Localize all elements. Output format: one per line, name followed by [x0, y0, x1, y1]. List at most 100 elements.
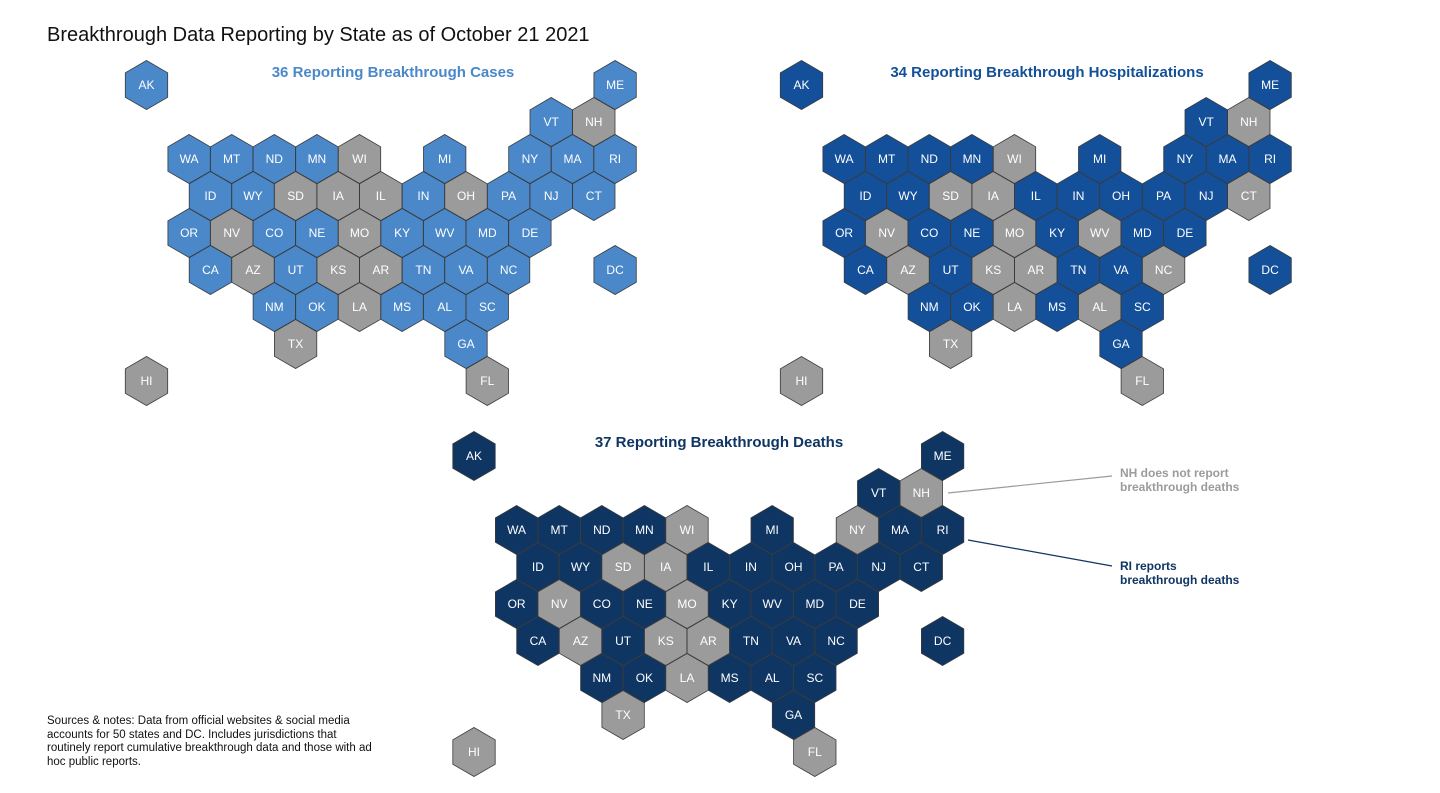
hospitalizations-hex-shape-ct	[1227, 171, 1271, 221]
deaths-hex-label-ga: GA	[785, 708, 802, 722]
hospitalizations-hex-label-wa: WA	[835, 152, 854, 166]
deaths-hex-label-ut: UT	[615, 634, 632, 648]
deaths-hex-ks: KS	[644, 616, 688, 666]
cases-hex-label-ri: RI	[609, 152, 621, 166]
deaths-hex-label-oh: OH	[785, 560, 803, 574]
cases-hex-label-va: VA	[458, 263, 473, 277]
hospitalizations-hex-label-ma: MA	[1219, 152, 1237, 166]
deaths-hex-label-id: ID	[532, 560, 544, 574]
deaths-hex-map: 37 Reporting Breakthrough Deaths AK ME VT N…	[452, 431, 965, 777]
cases-map-title: 36 Reporting Breakthrough Cases	[272, 64, 515, 81]
deaths-hex-label-me: ME	[934, 449, 952, 463]
cases-hex-label-il: IL	[376, 189, 386, 203]
deaths-hex-pa: PA	[814, 542, 858, 592]
deaths-hex-label-ar: AR	[700, 634, 717, 648]
deaths-hex-label-nj: NJ	[871, 560, 886, 574]
hospitalizations-hex-label-hi: HI	[796, 374, 808, 388]
deaths-hex-label-nv: NV	[551, 597, 568, 611]
hospitalizations-hex-label-wi: WI	[1007, 152, 1022, 166]
cases-hex-map: 36 Reporting Breakthrough Cases AK ME VT NH…	[124, 60, 637, 406]
cases-hex-va: VA	[444, 245, 488, 295]
hospitalizations-hex-label-nd: ND	[921, 152, 939, 166]
hospitalizations-hex-label-tx: TX	[943, 337, 958, 351]
hospitalizations-hex-me: ME	[1248, 60, 1292, 110]
cases-hex-nh: NH	[572, 97, 616, 147]
deaths-hex-shape-fl	[793, 727, 837, 777]
nh-annotation-text-line1: NH does not report	[1120, 466, 1229, 480]
hospitalizations-hex-label-la: LA	[1007, 300, 1022, 314]
deaths-hex-de: DE	[835, 579, 879, 629]
deaths-hex-shape-hi	[452, 727, 496, 777]
cases-hex-label-vt: VT	[544, 115, 560, 129]
deaths-map-title: 37 Reporting Breakthrough Deaths	[595, 434, 843, 451]
deaths-hex-me: ME	[921, 431, 965, 481]
hospitalizations-hex-label-me: ME	[1261, 78, 1279, 92]
hospitalizations-hex-shape-tx	[929, 319, 973, 369]
cases-hex-label-dc: DC	[606, 263, 624, 277]
cases-hex-label-la: LA	[352, 300, 367, 314]
cases-hex-la: LA	[337, 282, 382, 332]
hospitalizations-hex-label-oh: OH	[1112, 189, 1130, 203]
deaths-hex-label-ma: MA	[891, 523, 909, 537]
deaths-hex-fl: FL	[793, 727, 837, 777]
cases-hex-shape-ak	[124, 60, 169, 110]
deaths-hex-mt: MT	[537, 505, 581, 555]
deaths-hex-label-dc: DC	[934, 634, 952, 648]
deaths-hex-label-wv: WV	[763, 597, 782, 611]
deaths-hex-label-in: IN	[745, 560, 757, 574]
hospitalizations-hex-label-vt: VT	[1199, 115, 1215, 129]
deaths-hex-nj: NJ	[857, 542, 901, 592]
cases-hex-label-hi: HI	[141, 374, 153, 388]
hospitalizations-hex-label-md: MD	[1133, 226, 1152, 240]
cases-hex-sc: SC	[465, 282, 509, 332]
deaths-hex-oh: OH	[771, 542, 816, 592]
hospitalizations-hex-tx: TX	[929, 319, 973, 369]
hospitalizations-hex-label-wv: WV	[1090, 226, 1109, 240]
hospitalizations-hex-label-co: CO	[920, 226, 938, 240]
deaths-hex-label-md: MD	[805, 597, 824, 611]
hospitalizations-hex-label-sc: SC	[1134, 300, 1151, 314]
hospitalizations-hex-label-de: DE	[1177, 226, 1194, 240]
deaths-hex-label-va: VA	[786, 634, 801, 648]
ri-annotation-line	[967, 539, 1113, 567]
hospitalizations-hex-shape-fl	[1120, 356, 1164, 406]
cases-hex-wy: WY	[231, 171, 275, 221]
deaths-hex-label-ks: KS	[658, 634, 674, 648]
hospitalizations-hex-label-mn: MN	[963, 152, 982, 166]
hospitalizations-hex-ct: CT	[1227, 171, 1271, 221]
hospitalizations-hex-vt: VT	[1184, 97, 1228, 147]
deaths-hex-shape-dc	[921, 616, 965, 666]
hospitalizations-hex-label-ut: UT	[943, 263, 960, 277]
cases-hex-label-oh: OH	[457, 189, 475, 203]
hospitalizations-hex-mt: MT	[865, 134, 909, 184]
deaths-hex-label-ny: NY	[849, 523, 866, 537]
deaths-hex-dc: DC	[921, 616, 965, 666]
hospitalizations-hex-label-nc: NC	[1155, 263, 1173, 277]
cases-hex-label-fl: FL	[480, 374, 494, 388]
deaths-hex-vt: VT	[857, 468, 901, 518]
deaths-hex-label-mi: MI	[766, 523, 779, 537]
deaths-hex-mo: MO	[665, 579, 709, 629]
hospitalizations-hex-dc: DC	[1248, 245, 1292, 295]
deaths-hex-ar: AR	[686, 616, 730, 666]
cases-hex-ar: AR	[359, 245, 403, 295]
cases-hex-sd: SD	[273, 171, 318, 221]
sources-notes: Sources & notes: Data from official webs…	[47, 715, 372, 768]
hospitalizations-hex-wi: WI	[992, 134, 1037, 184]
deaths-hex-label-ky: KY	[722, 597, 738, 611]
cases-hex-nd: ND	[252, 134, 296, 184]
cases-hex-label-nh: NH	[585, 115, 602, 129]
hospitalizations-hex-de: DE	[1163, 208, 1207, 258]
hospitalizations-hex-label-ms: MS	[1048, 300, 1066, 314]
hospitalizations-hex-nj: NJ	[1184, 171, 1228, 221]
hospitalizations-hex-nv: NV	[865, 208, 909, 258]
cases-hex-tx: TX	[273, 319, 318, 369]
hospitalizations-hex-label-fl: FL	[1135, 374, 1149, 388]
hospitalizations-hex-label-mi: MI	[1093, 152, 1106, 166]
hospitalizations-hex-co: CO	[907, 208, 951, 258]
hospitalizations-hex-ms: MS	[1035, 282, 1079, 332]
deaths-hex-label-tx: TX	[615, 708, 630, 722]
hospitalizations-hex-ky: KY	[1035, 208, 1079, 258]
cases-hex-label-ak: AK	[138, 78, 154, 92]
cases-hex-label-id: ID	[204, 189, 216, 203]
